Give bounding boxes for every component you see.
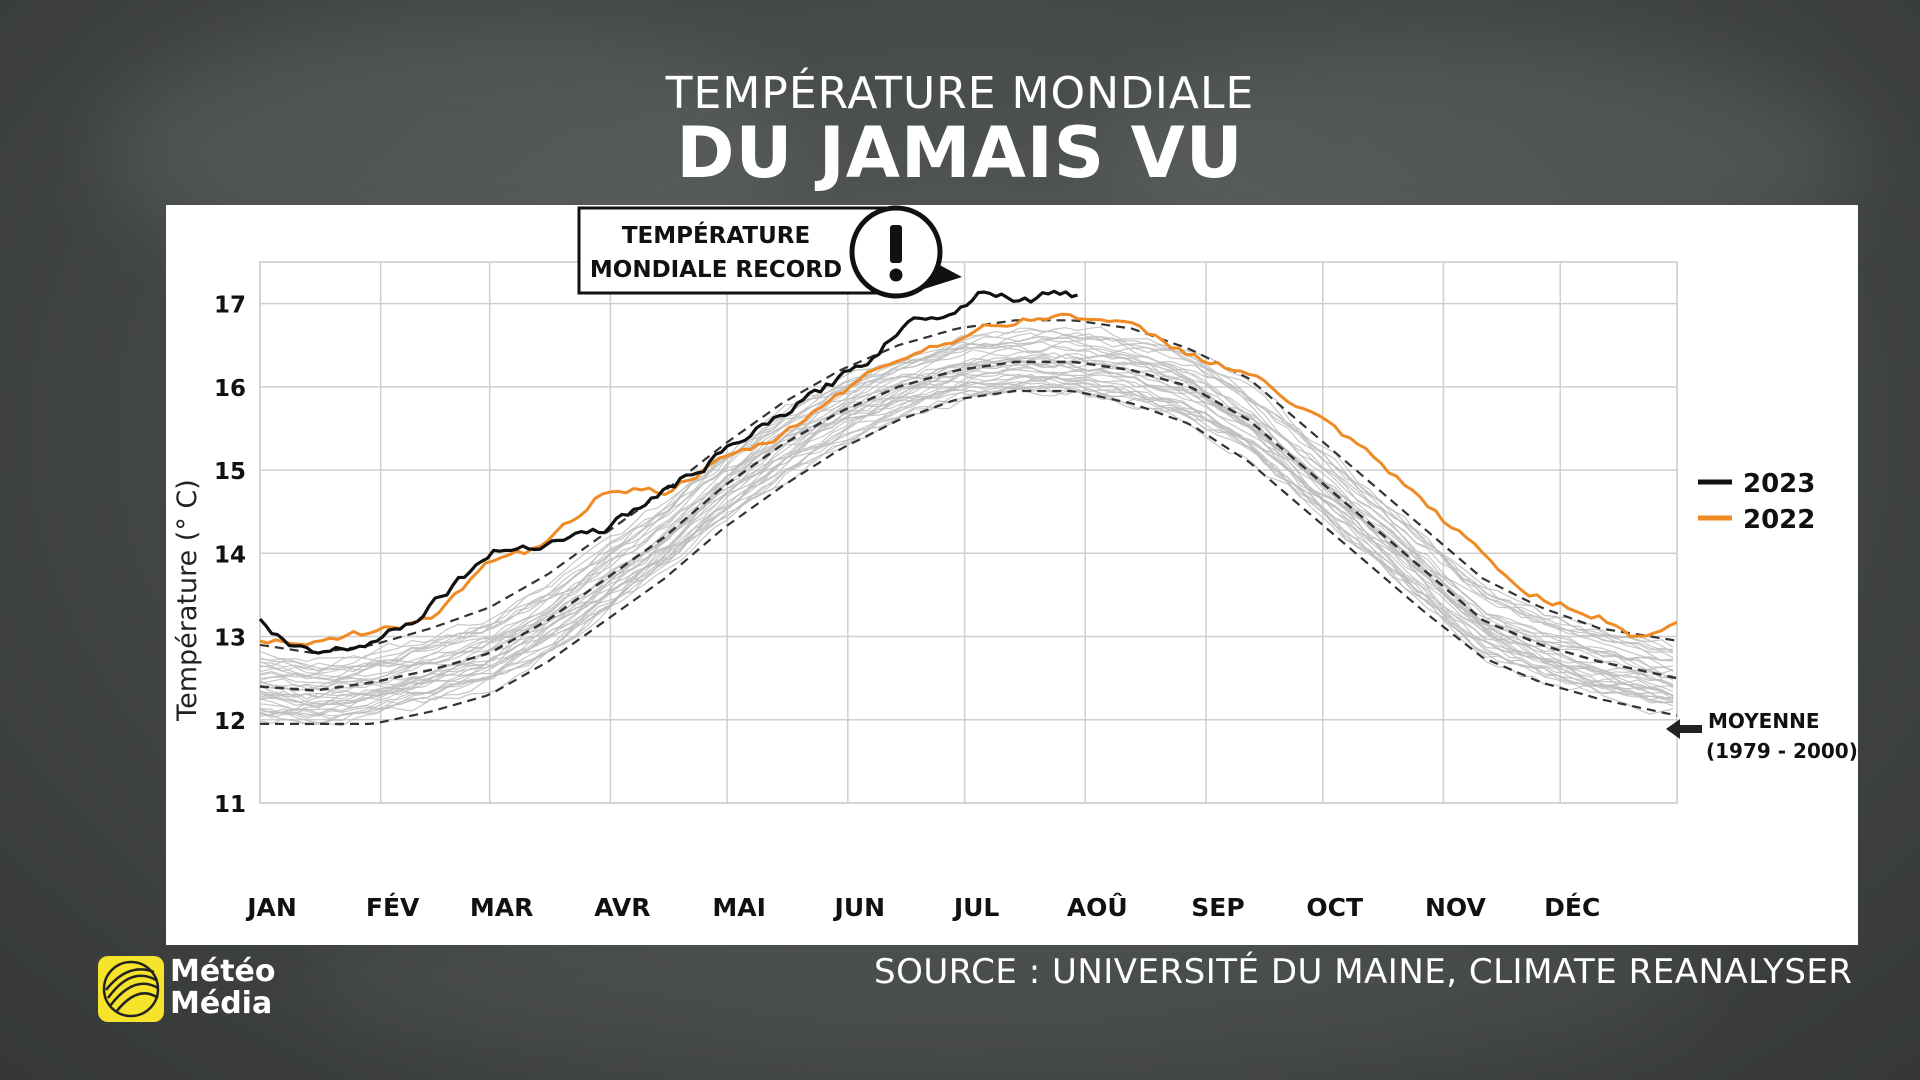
lower-bound-line	[260, 389, 1678, 726]
callout-line1: TEMPÉRATURE	[622, 221, 810, 249]
legend: 2023 2022	[1698, 469, 1815, 535]
y-tick-labels: 11 12 13 14 15 16 17	[214, 293, 246, 818]
historical-year-line	[259, 375, 1674, 720]
exclamation-dot	[889, 268, 903, 282]
y-axis-label: Température (° C)	[172, 479, 203, 722]
mean-line	[259, 360, 1678, 692]
callout-box	[577, 206, 891, 295]
series-lines	[258, 289, 1678, 726]
callout-line2: MONDIALE RECORD	[590, 257, 842, 283]
historical-year-line	[259, 357, 1674, 691]
y-tick-label: 13	[214, 626, 246, 652]
chart-panel: 11 12 13 14 15 16 17 JAN FÉV MAR AVR MAI JUN JUL AOÛ S…	[166, 205, 1858, 945]
historical-year-line	[259, 340, 1674, 678]
y-tick-label: 14	[214, 542, 246, 568]
mean-annotation: MOYENNE (1979 - 2000)	[1666, 709, 1858, 763]
historical-year-line	[259, 336, 1674, 672]
x-tick-label: MAI	[712, 893, 766, 922]
historical-year-line	[259, 368, 1674, 707]
logo-line1: Météo	[170, 954, 276, 989]
x-tick-label: JUN	[833, 893, 886, 922]
legend-label-2022: 2022	[1743, 505, 1815, 535]
x-tick-label: DÉC	[1544, 893, 1600, 922]
y-tick-label: 15	[214, 459, 246, 485]
page-title: DU JAMAIS VU	[676, 112, 1244, 194]
x-tick-label: AVR	[594, 893, 650, 922]
x-tick-label: SEP	[1191, 893, 1244, 922]
logo-line2: Média	[170, 986, 273, 1021]
historical-year-line	[259, 371, 1674, 703]
historical-year-line	[259, 379, 1674, 720]
historical-year-line	[259, 332, 1674, 675]
y-tick-label: 16	[214, 376, 246, 402]
mean-label-line1: MOYENNE	[1708, 709, 1819, 733]
exclamation-bar	[890, 225, 902, 263]
mean-arrow-icon	[1666, 719, 1702, 739]
historical-year-line	[259, 352, 1674, 690]
logo-text: Météo Média	[170, 956, 276, 1020]
x-tick-label: MAR	[470, 893, 533, 922]
globe-icon	[98, 956, 164, 1022]
series-2023-line	[258, 289, 1078, 655]
x-tick-label: FÉV	[366, 893, 420, 922]
page-subtitle: TEMPÉRATURE MONDIALE	[665, 68, 1255, 119]
series-2022-line	[259, 312, 1678, 647]
historical-year-line	[259, 344, 1674, 685]
historical-year-line	[259, 367, 1674, 706]
historical-year-line	[259, 354, 1674, 685]
historical-year-line	[259, 376, 1674, 706]
upper-bound-line	[259, 319, 1678, 655]
y-tick-label: 12	[214, 709, 246, 735]
historical-year-line	[259, 360, 1674, 692]
x-tick-label: JUL	[952, 893, 1000, 922]
temperature-chart: 11 12 13 14 15 16 17 JAN FÉV MAR AVR MAI JUN JUL AOÛ S…	[172, 205, 1858, 922]
x-tick-label: NOV	[1425, 893, 1487, 922]
mean-label-line2: (1979 - 2000)	[1706, 739, 1858, 763]
chart-grid	[259, 261, 1678, 804]
x-tick-label: JAN	[245, 893, 297, 922]
legend-label-2023: 2023	[1743, 469, 1815, 499]
x-tick-labels: JAN FÉV MAR AVR MAI JUN JUL AOÛ SEP OCT NOV DÉC	[245, 892, 1600, 922]
historical-year-line	[259, 373, 1674, 712]
y-tick-label: 11	[214, 792, 246, 818]
y-tick-label: 17	[214, 293, 246, 319]
record-callout: TEMPÉRATURE MONDIALE RECORD	[577, 205, 962, 299]
x-tick-label: AOÛ	[1067, 892, 1128, 922]
x-tick-label: OCT	[1306, 893, 1363, 922]
historical-year-line	[259, 329, 1674, 671]
historical-year-line	[259, 352, 1674, 681]
source-credit: SOURCE : UNIVERSITÉ DU MAINE, CLIMATE RE…	[874, 952, 1853, 992]
historical-year-line	[259, 360, 1674, 709]
meteomedia-logo: Météo Média	[98, 954, 278, 1024]
